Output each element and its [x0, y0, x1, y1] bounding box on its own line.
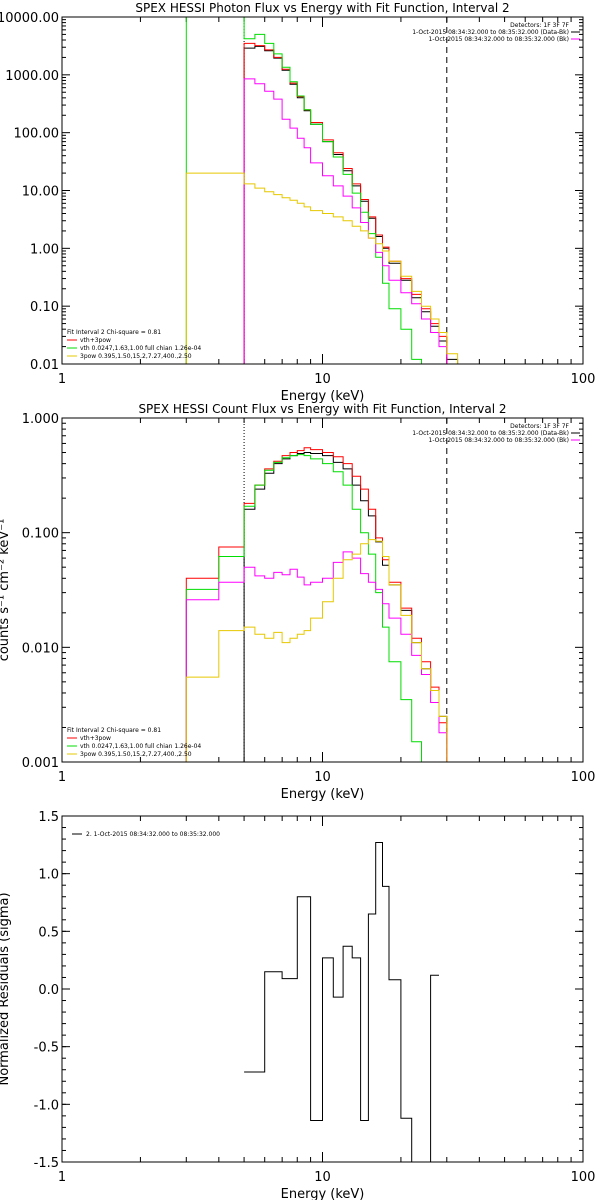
- y-tick-label: 1000.00: [5, 69, 59, 84]
- series-line-5: [185, 539, 448, 762]
- x-tick-label: 1: [58, 372, 66, 387]
- legend-entry: vth+3pow: [80, 735, 111, 742]
- header-line: 1-Oct-2015 08:34:32.000 to 08:35:32.000 …: [412, 430, 569, 437]
- chart-panel-3: 1.5 1.0 0.5 0.0 -0.5 -1.0 -1.51 10 100 Energy (ke…: [0, 810, 596, 1202]
- legend-entry: Fit Interval 2 Chi-square = 0.81: [67, 727, 161, 734]
- y-tick-label: 100.00: [14, 127, 60, 142]
- x-axis-title: Energy (keV): [281, 787, 365, 802]
- legend: 2. 1-Oct-2015 08:34:32.000 to 08:35:32.0…: [72, 831, 220, 838]
- y-axis-title: counts s⁻¹ cm⁻² keV⁻¹: [0, 519, 12, 662]
- y-axis: 10000.00 1000.00 100.00 10.00 1.00 0.10 0.01: [0, 11, 583, 373]
- header-line: Detectors: 1F 3F 7F: [510, 423, 569, 430]
- series-line-1: [243, 45, 459, 364]
- series-line-3: [185, 17, 422, 364]
- y-tick-label: 0.001: [22, 756, 59, 771]
- legend: Fit Interval 2 Chi-square = 0.81vth+3pow…: [67, 329, 201, 360]
- header-line: Detectors: 1F 3F 7F: [510, 22, 569, 29]
- series-line-4: [185, 551, 448, 762]
- legend-entry: vth 0.0247,1.63,1.00 full chian 1.26e-04: [80, 743, 201, 750]
- header-block: Detectors: 1F 3F 7F1-Oct-2015 08:34:32.0…: [412, 22, 580, 43]
- y-tick-label: -1.5: [34, 1156, 59, 1171]
- legend-entry: 2. 1-Oct-2015 08:34:32.000 to 08:35:32.0…: [86, 831, 220, 838]
- data-layer: [185, 418, 448, 762]
- y-tick-label: -1.0: [34, 1098, 59, 1113]
- y-tick-label: 1.0: [38, 868, 59, 883]
- y-tick-label: 10000.00: [0, 11, 59, 26]
- x-axis-title: Energy (keV): [281, 389, 365, 404]
- x-tick-label: 10: [314, 372, 331, 387]
- y-tick-label: 1.000: [22, 412, 59, 427]
- header-line: 1-Oct-2015 08:34:32.000 to 08:35:32.000 …: [429, 36, 570, 43]
- x-tick-label: 10: [314, 770, 331, 785]
- header-line: 1-Oct-2015 08:34:32.000 to 08:35:32.000 …: [429, 437, 570, 444]
- y-tick-label: 1.00: [30, 242, 59, 257]
- chart-panel-1: SPEX HESSI Photon Flux vs Energy with Fi…: [0, 1, 595, 404]
- plot-frame: [61, 417, 584, 763]
- legend-entry: 3pow 0.395,1.50,15.2,7.27,400.,2.50: [80, 353, 192, 360]
- x-tick-label: 10: [314, 1170, 331, 1185]
- header-line: 1-Oct-2015 08:34:32.000 to 08:35:32.000 …: [412, 29, 569, 36]
- series-line-1: [243, 452, 448, 762]
- y-tick-label: 0.100: [22, 527, 59, 542]
- plot-frame: [61, 16, 584, 365]
- x-axis: 1 10 100: [58, 816, 596, 1185]
- series-line-5: [185, 172, 459, 364]
- plot-frame: [61, 815, 584, 1163]
- legend-entry: 3pow 0.395,1.50,15.2,7.27,400.,2.50: [80, 751, 192, 758]
- y-tick-label: 0.0: [38, 983, 59, 998]
- y-tick-label: 0.10: [30, 300, 59, 315]
- legend-entry: vth 0.0247,1.63,1.00 full chian 1.26e-04: [80, 345, 201, 352]
- legend-entry: Fit Interval 2 Chi-square = 0.81: [67, 329, 161, 336]
- x-tick-label: 1: [58, 1170, 66, 1185]
- x-tick-label: 100: [571, 1170, 596, 1185]
- data-layer: [244, 842, 439, 1162]
- y-axis-title: Normalized Residuals (sigma): [0, 892, 12, 1085]
- y-tick-label: 0.5: [38, 925, 59, 940]
- y-tick-label: 0.010: [22, 641, 59, 656]
- series-line-3: [185, 454, 422, 762]
- series-line-2: [243, 42, 458, 364]
- data-layer: [185, 17, 459, 364]
- legend-entry: vth+3pow: [80, 337, 111, 344]
- header-block: Detectors: 1F 3F 7F1-Oct-2015 08:34:32.0…: [412, 423, 580, 444]
- chart-panel-2: SPEX HESSI Count Flux vs Energy with Fit…: [0, 402, 595, 802]
- y-axis: 1.5 1.0 0.5 0.0 -0.5 -1.0 -1.5: [34, 810, 583, 1171]
- x-tick-label: 100: [571, 372, 596, 387]
- legend: Fit Interval 2 Chi-square = 0.81vth+3pow…: [67, 727, 201, 758]
- y-tick-label: -0.5: [34, 1041, 59, 1056]
- y-tick-label: 0.01: [30, 358, 59, 373]
- x-axis-title: Energy (keV): [281, 1187, 365, 1200]
- x-tick-label: 1: [58, 770, 66, 785]
- series-line-4: [243, 78, 458, 364]
- chart-title: SPEX HESSI Count Flux vs Energy with Fit…: [138, 402, 506, 416]
- y-axis: 1.000 0.100 0.010 0.001: [22, 412, 583, 771]
- y-tick-label: 1.5: [38, 810, 59, 825]
- y-tick-label: 10.00: [22, 185, 59, 200]
- series-line-1: [244, 842, 439, 1162]
- series-line-2: [185, 447, 448, 762]
- x-tick-label: 100: [571, 770, 596, 785]
- chart-title: SPEX HESSI Photon Flux vs Energy with Fi…: [135, 1, 509, 15]
